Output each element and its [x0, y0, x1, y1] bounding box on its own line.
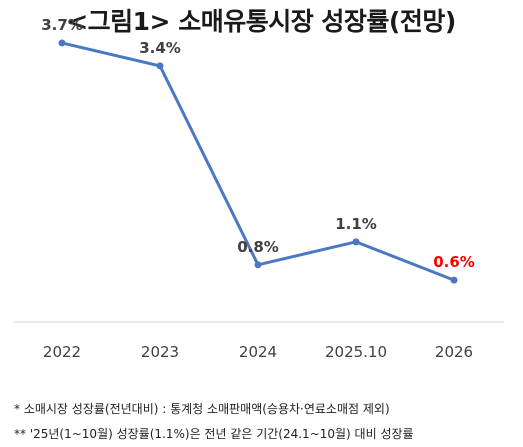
data-label: 3.7%: [41, 16, 83, 34]
data-point: [58, 39, 66, 47]
data-point: [352, 238, 360, 246]
data-label: 0.6%: [433, 253, 475, 271]
x-tick-label: 2026: [435, 343, 473, 361]
chart-title: <그림1> 소매유통시장 성장률(전망): [67, 7, 456, 36]
data-label: 0.8%: [237, 238, 279, 256]
x-tick-label: 2025.10: [325, 343, 387, 361]
x-tick-label: 2023: [141, 343, 179, 361]
footnote-2: ** '25년(1~10월) 성장률(1.1%)은 전년 같은 기간(24.1~…: [14, 427, 414, 441]
data-label: 3.4%: [139, 39, 181, 57]
data-point: [156, 62, 164, 70]
data-label: 1.1%: [335, 215, 377, 233]
footnote-1: * 소매시장 성장률(전년대비) : 통계청 소매판매액(승용차·연료소매점 제…: [14, 402, 390, 416]
data-point: [450, 276, 458, 284]
x-tick-label: 2022: [43, 343, 81, 361]
data-point: [254, 261, 262, 269]
x-tick-label: 2024: [239, 343, 277, 361]
